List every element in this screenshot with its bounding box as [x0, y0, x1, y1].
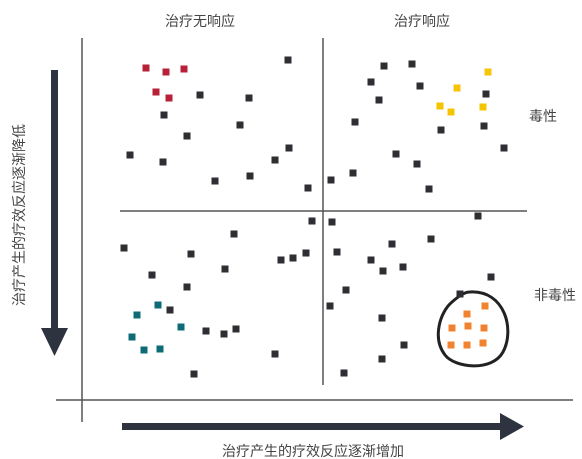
- point-dark: [166, 306, 174, 314]
- point-dark: [340, 369, 348, 377]
- point-dark: [456, 290, 464, 298]
- point-yellow: [453, 84, 461, 92]
- point-dark: [378, 314, 386, 322]
- point-dark: [190, 370, 198, 378]
- point-dark: [474, 212, 482, 220]
- point-red: [180, 65, 188, 73]
- y-axis-label: 治疗产生的疗效反应逐渐降低: [11, 124, 28, 306]
- point-dark: [379, 267, 387, 275]
- point-orange: [447, 341, 455, 349]
- point-dark: [159, 158, 167, 166]
- point-dark: [378, 355, 386, 363]
- point-dark: [187, 250, 195, 258]
- point-dark: [232, 325, 240, 333]
- point-red: [165, 94, 173, 102]
- down-arrow-icon: [41, 70, 68, 356]
- point-red: [142, 64, 150, 72]
- point-dark: [351, 118, 359, 126]
- point-dark: [220, 330, 228, 338]
- point-dark: [308, 217, 316, 225]
- label-response: 治疗响应: [394, 13, 450, 30]
- point-dark: [284, 56, 292, 64]
- point-orange: [463, 341, 471, 349]
- point-dark: [148, 271, 156, 279]
- point-dark: [271, 350, 279, 358]
- point-dark: [230, 230, 238, 238]
- point-teal: [154, 301, 162, 309]
- point-dark: [400, 341, 408, 349]
- point-teal: [128, 333, 136, 341]
- point-dark: [327, 176, 335, 184]
- point-dark: [349, 169, 357, 177]
- point-dark: [236, 121, 244, 129]
- point-dark: [271, 156, 279, 164]
- data-points: [120, 56, 508, 378]
- point-dark: [413, 160, 421, 168]
- point-dark: [380, 62, 388, 70]
- point-teal: [133, 311, 141, 319]
- point-dark: [367, 256, 375, 264]
- point-orange: [448, 324, 456, 332]
- point-dark: [289, 254, 297, 262]
- point-dark: [388, 240, 396, 248]
- point-teal: [156, 345, 164, 353]
- point-dark: [399, 263, 407, 271]
- point-yellow: [447, 108, 455, 116]
- point-dark: [482, 90, 490, 98]
- point-red: [162, 68, 170, 76]
- point-dark: [500, 144, 508, 152]
- point-orange: [481, 302, 489, 310]
- point-dark: [126, 151, 134, 159]
- point-dark: [333, 248, 341, 256]
- point-dark: [342, 286, 350, 294]
- point-dark: [367, 78, 375, 86]
- point-dark: [183, 283, 191, 291]
- point-dark: [425, 185, 433, 193]
- point-yellow: [479, 103, 487, 111]
- point-orange: [479, 339, 487, 347]
- point-yellow: [436, 102, 444, 110]
- point-orange: [463, 310, 471, 318]
- point-dark: [480, 122, 488, 130]
- point-dark: [285, 144, 293, 152]
- point-dark: [183, 132, 191, 140]
- point-dark: [211, 177, 219, 185]
- point-orange: [480, 324, 488, 332]
- point-teal: [140, 346, 148, 354]
- point-dark: [196, 91, 204, 99]
- point-dark: [304, 184, 312, 192]
- label-non-toxic: 非毒性: [534, 288, 576, 304]
- point-dark: [408, 60, 416, 68]
- point-teal: [177, 323, 185, 331]
- point-dark: [245, 94, 253, 102]
- point-yellow: [484, 68, 492, 76]
- point-dark: [221, 265, 229, 273]
- point-dark: [392, 150, 400, 158]
- point-dark: [487, 273, 495, 281]
- point-dark: [328, 218, 336, 226]
- point-dark: [277, 256, 285, 264]
- point-dark: [160, 111, 168, 119]
- label-toxic: 毒性: [529, 109, 557, 125]
- point-dark: [416, 82, 424, 90]
- point-dark: [437, 126, 445, 134]
- cluster-highlight-loop: [436, 290, 510, 368]
- point-red: [152, 88, 160, 96]
- point-orange: [464, 322, 472, 330]
- point-dark: [375, 96, 383, 104]
- point-dark: [202, 327, 210, 335]
- point-dark: [427, 235, 435, 243]
- right-arrow-icon: [122, 413, 524, 440]
- point-dark: [326, 302, 334, 310]
- point-dark: [120, 244, 128, 252]
- x-axis-label: 治疗产生的疗效反应逐渐增加: [222, 443, 404, 459]
- point-dark: [246, 172, 254, 180]
- point-dark: [302, 249, 310, 257]
- label-no-response: 治疗无响应: [165, 13, 235, 30]
